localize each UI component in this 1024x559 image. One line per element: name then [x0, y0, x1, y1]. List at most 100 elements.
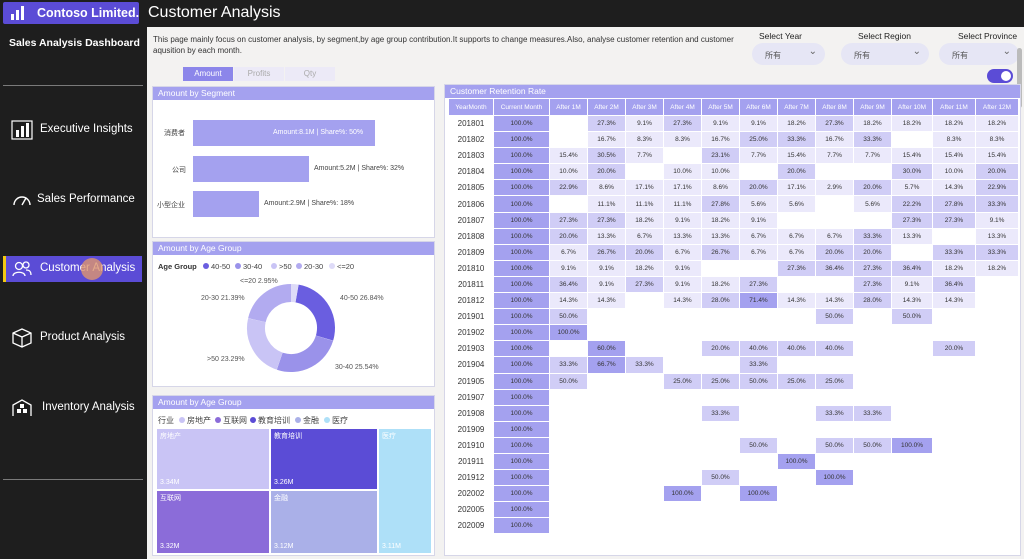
table-row: 201806 100.0% 11.1% 11.1% 11.1% 27.8% 5.6% 5.6%…	[448, 195, 1019, 213]
retention-cell: 16.7%	[815, 131, 854, 149]
legend-item[interactable]: <=20	[329, 262, 354, 271]
tab-amount[interactable]: Amount	[183, 67, 233, 81]
yearmonth-cell: 201811	[448, 275, 494, 294]
table-row: 201905 100.0% 50.0% 25.0% 25.0% 50.0% 25.0% 25.…	[448, 372, 1019, 390]
segment-label: 消费者	[164, 130, 185, 137]
treemap-value: 3.11M	[382, 543, 401, 550]
retention-cell: 100.0%	[493, 195, 550, 213]
retention-cell: 7.7%	[739, 147, 778, 165]
table-row: 201805 100.0% 22.9% 8.6% 17.1% 17.1% 8.6% 20.0%…	[448, 179, 1019, 197]
donut-slice-le20[interactable]	[247, 284, 335, 372]
nav-sales-performance[interactable]: Sales Performance	[3, 187, 142, 213]
retention-cell: 100.0%	[493, 485, 550, 503]
retention-cell: 100.0%	[493, 211, 550, 229]
legend-item[interactable]: 医疗	[324, 415, 348, 426]
treemap-cell[interactable]: 教育培训 3.26M	[270, 428, 378, 490]
retention-cell: 20.0%	[853, 179, 892, 197]
segment-bar[interactable]	[193, 156, 309, 182]
treemap-name: 互联网	[160, 495, 181, 502]
column-header[interactable]: After 12M	[975, 98, 1019, 116]
nav-inventory-analysis[interactable]: Inventory Analysis	[3, 395, 142, 421]
nav-product-analysis[interactable]: Product Analysis	[3, 325, 142, 351]
legend-item[interactable]: 20-30	[296, 262, 323, 271]
column-header[interactable]: After 6M	[739, 98, 778, 116]
retention-cell	[975, 308, 1019, 326]
retention-cell	[777, 469, 816, 487]
retention-cell: 20.0%	[853, 243, 892, 261]
retention-cell	[975, 356, 1019, 374]
column-header[interactable]: After 11M	[932, 98, 976, 116]
column-header[interactable]: After 4M	[663, 98, 702, 116]
retention-cell	[663, 324, 702, 342]
province-slicer[interactable]: 所有 ⌄	[939, 43, 1019, 65]
treemap-value: 3.26M	[274, 479, 294, 486]
retention-cell: 18.2%	[625, 259, 664, 277]
retention-cell	[777, 308, 816, 326]
retention-cell	[975, 340, 1019, 358]
table-row: 201903 100.0% 60.0% 20.0% 40.0% 40.0% 40.0% 20.…	[448, 340, 1019, 358]
retention-cell	[701, 324, 740, 342]
retention-cell	[777, 324, 816, 342]
retention-cell	[663, 420, 702, 438]
column-header[interactable]: After 1M	[549, 98, 588, 116]
retention-cell: 11.1%	[587, 195, 626, 213]
legend-item[interactable]: 教育培训	[250, 415, 290, 426]
legend-label: 房地产	[187, 416, 211, 425]
treemap-cell[interactable]: 房地产 3.34M	[156, 428, 270, 490]
column-header[interactable]: After 5M	[701, 98, 740, 116]
legend-dot	[203, 263, 209, 269]
donut-slice-20-30[interactable]	[247, 284, 335, 372]
column-header[interactable]: YearMonth	[448, 98, 494, 116]
column-header[interactable]: After 3M	[625, 98, 664, 116]
column-header[interactable]: After 9M	[853, 98, 892, 116]
legend-item[interactable]: >50	[271, 262, 292, 271]
retention-cell	[932, 372, 976, 390]
retention-cell: 26.7%	[587, 243, 626, 261]
retention-cell: 6.7%	[777, 243, 816, 261]
treemap-cell[interactable]: 互联网 3.32M	[156, 490, 270, 554]
retention-cell: 9.1%	[663, 275, 702, 294]
retention-cell: 8.6%	[701, 179, 740, 197]
nav-executive-insights[interactable]: Executive Insights	[3, 117, 142, 143]
retention-cell	[853, 356, 892, 374]
retention-cell: 100.0%	[549, 324, 588, 342]
legend-item[interactable]: 互联网	[215, 415, 247, 426]
retention-cell	[853, 372, 892, 390]
legend-item[interactable]: 30-40	[235, 262, 262, 271]
retention-cell: 14.3%	[587, 292, 626, 310]
retention-cell	[587, 501, 626, 519]
region-slicer[interactable]: 所有 ⌄	[841, 43, 929, 65]
column-header[interactable]: After 8M	[815, 98, 854, 116]
donut-slice-40-50[interactable]	[247, 284, 335, 372]
retention-cell: 100.0%	[493, 356, 550, 374]
year-slicer[interactable]: 所有 ⌄	[752, 43, 825, 65]
toggle-switch[interactable]	[987, 69, 1013, 83]
retention-cell	[932, 324, 976, 342]
segment-bar[interactable]	[193, 120, 375, 146]
legend-dot	[329, 263, 335, 269]
segment-bar[interactable]	[193, 191, 259, 217]
yearmonth-cell: 201805	[448, 179, 494, 197]
legend-item[interactable]: 40-50	[203, 262, 230, 271]
treemap-cell[interactable]: 金融 3.12M	[270, 490, 378, 554]
retention-cell	[701, 485, 740, 503]
retention-cell: 6.7%	[663, 243, 702, 261]
legend-item[interactable]: 金融	[295, 415, 319, 426]
legend-item[interactable]: 房地产	[179, 415, 211, 426]
column-header[interactable]: After 10M	[891, 98, 933, 116]
retention-cell: 14.3%	[932, 292, 976, 310]
donut-slice-gt50[interactable]	[247, 284, 336, 373]
nav-label: Executive Insights	[40, 123, 133, 135]
retention-cell: 100.0%	[493, 436, 550, 454]
treemap-cell[interactable]: 医疗 3.11M	[378, 428, 432, 554]
column-header[interactable]: Current Month	[493, 98, 550, 116]
column-header[interactable]: After 7M	[777, 98, 816, 116]
retention-cell	[625, 163, 664, 181]
table-row: 201807 100.0% 27.3% 27.3% 18.2% 9.1% 18.2% 9.1%…	[448, 211, 1019, 229]
nav-customer-analysis[interactable]: Customer Analysis	[3, 256, 142, 282]
column-header[interactable]: After 2M	[587, 98, 626, 116]
scrollbar[interactable]	[1017, 48, 1022, 108]
retention-cell: 33.3%	[975, 195, 1019, 213]
tab-qty[interactable]: Qty	[285, 67, 335, 81]
tab-profits[interactable]: Profits	[234, 67, 284, 81]
